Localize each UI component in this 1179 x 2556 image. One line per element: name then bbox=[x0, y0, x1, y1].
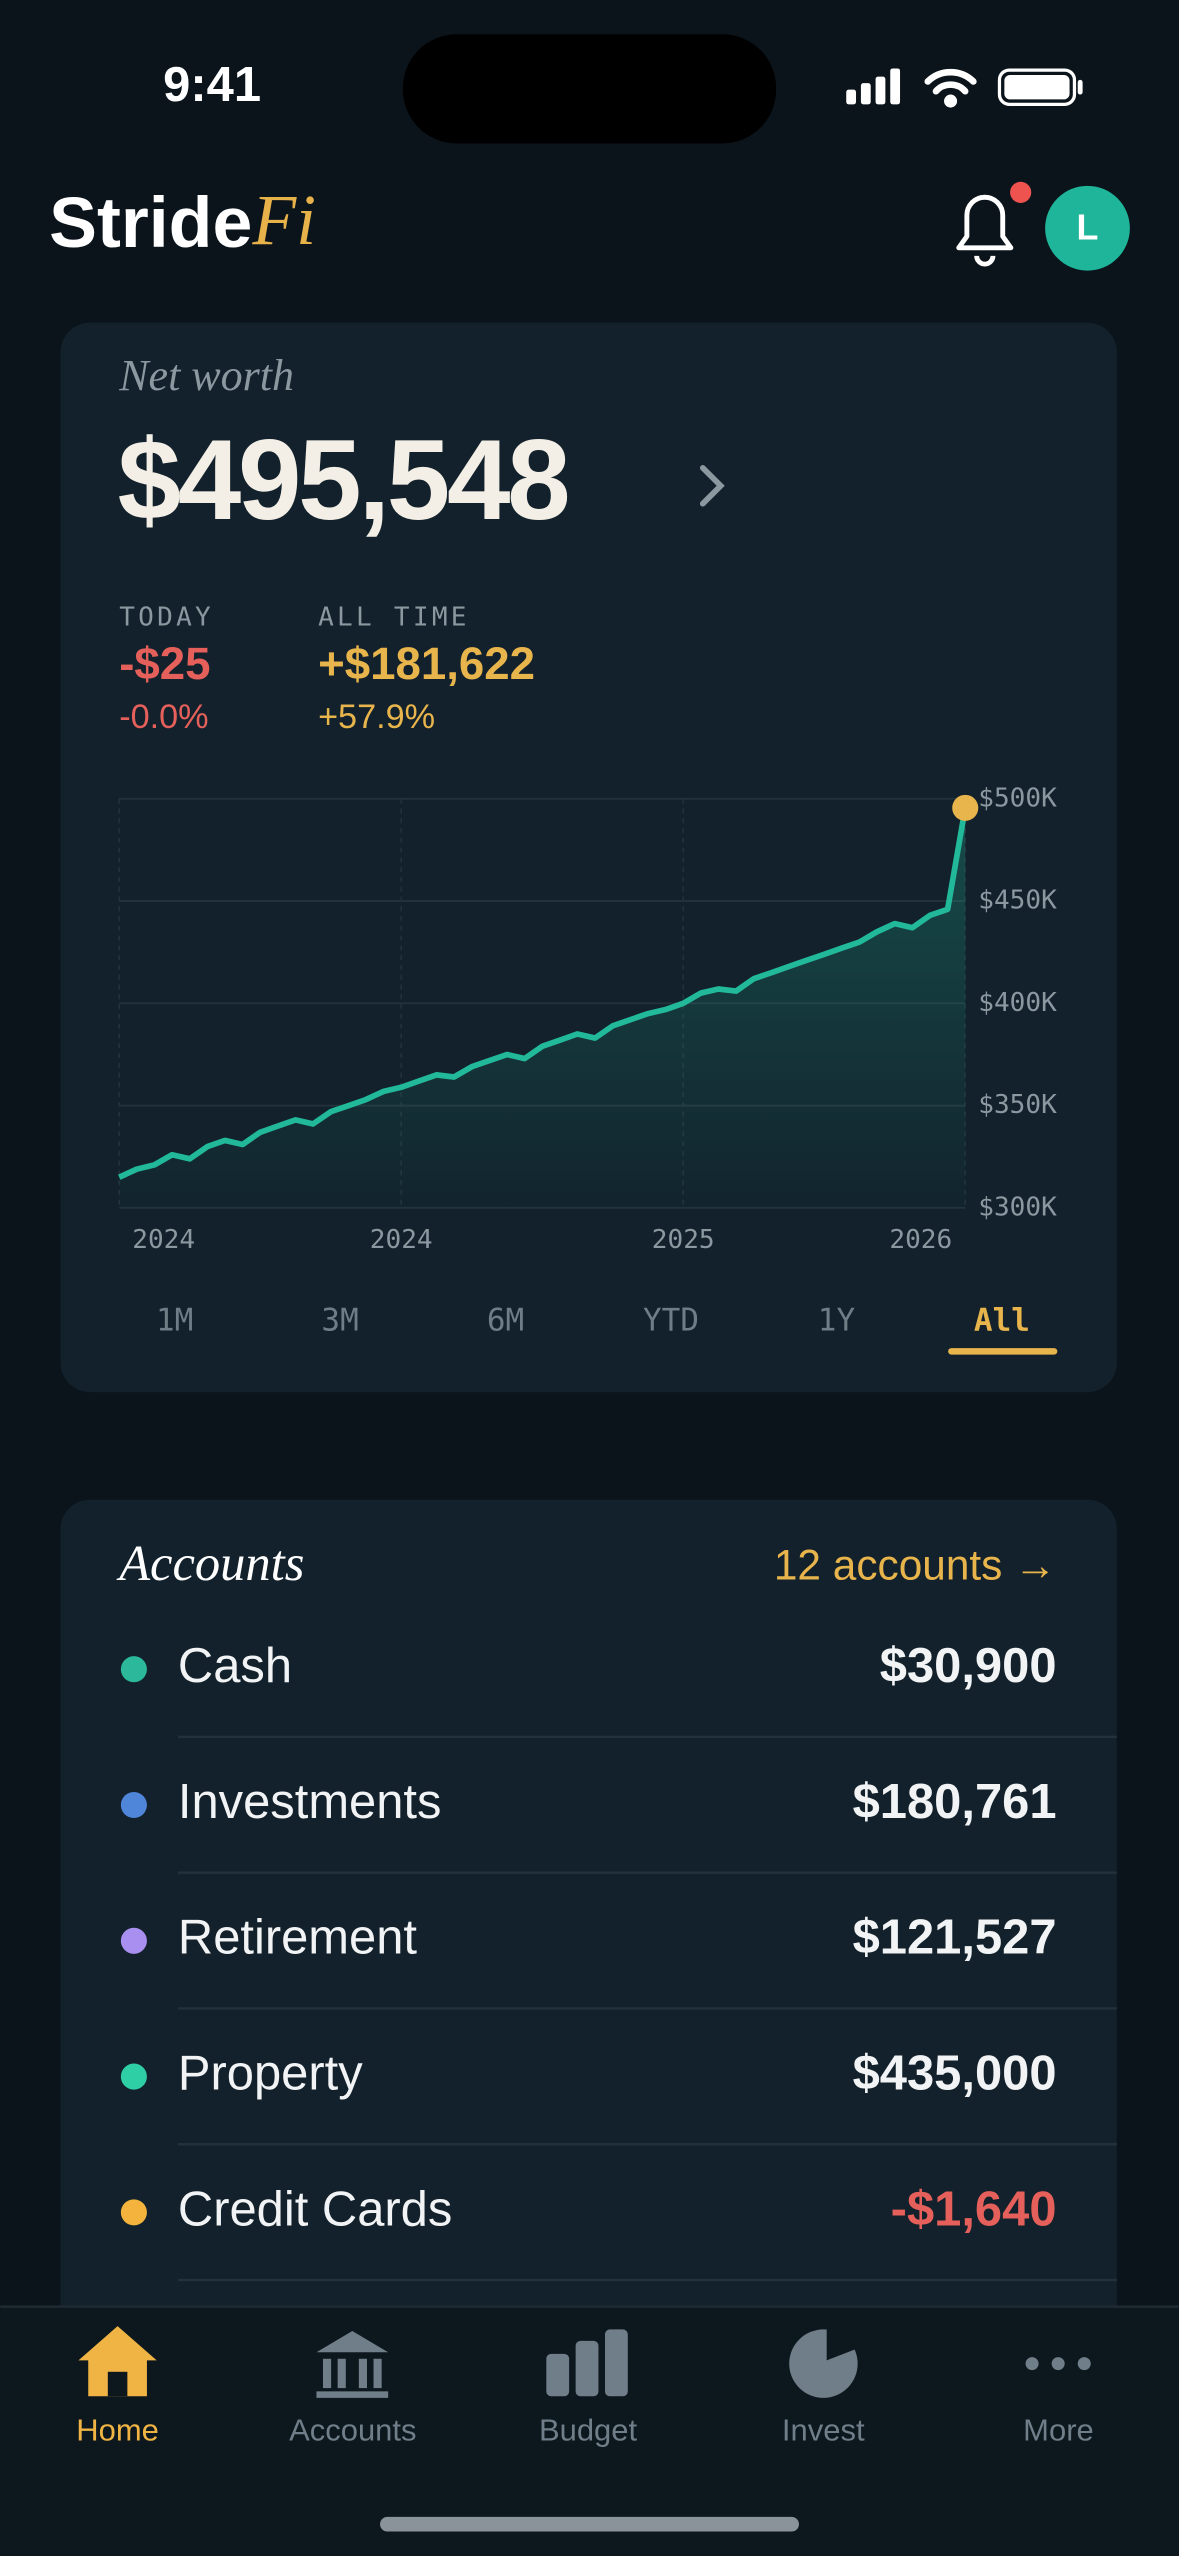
account-name: Retirement bbox=[178, 1911, 418, 1965]
nav-label: Budget bbox=[539, 2412, 638, 2447]
nav-item[interactable]: Budget bbox=[539, 2329, 638, 2447]
x-tick-label: 2026 bbox=[889, 1225, 952, 1255]
account-value: $180,761 bbox=[853, 1775, 1057, 1829]
net-worth-value[interactable]: $495,548 bbox=[118, 417, 571, 544]
account-row[interactable]: Credit Cards -$1,640 bbox=[120, 2182, 1117, 2282]
y-tick-label: $500K bbox=[978, 783, 1057, 813]
accounts-link[interactable]: 12 accounts → bbox=[774, 1541, 1057, 1588]
range-tab[interactable]: 3M bbox=[321, 1303, 358, 1339]
range-tab[interactable]: 1Y bbox=[818, 1303, 856, 1339]
tab-underline bbox=[948, 1348, 1058, 1355]
today-label: TODAY bbox=[119, 602, 214, 632]
account-name: Property bbox=[178, 2047, 363, 2101]
status-time: 9:41 bbox=[163, 58, 261, 112]
all-time-percent: +57.9% bbox=[318, 698, 435, 736]
nav-icon bbox=[1025, 2357, 1091, 2371]
avatar-button[interactable]: L bbox=[1045, 185, 1130, 271]
account-row[interactable]: Property $435,000 bbox=[120, 2047, 1117, 2146]
nav-item[interactable]: More bbox=[1023, 2357, 1094, 2447]
nav-icon bbox=[316, 2331, 389, 2398]
y-tick-label: $300K bbox=[978, 1192, 1057, 1222]
account-value: -$1,640 bbox=[891, 2182, 1057, 2236]
notifications-button[interactable] bbox=[956, 181, 1032, 267]
signal-icon bbox=[846, 68, 901, 105]
account-dot bbox=[120, 1791, 147, 1819]
account-dot bbox=[120, 1656, 147, 1683]
nav-icon bbox=[78, 2326, 157, 2397]
nav-item[interactable]: Home bbox=[76, 2326, 159, 2447]
nav-icon bbox=[789, 2327, 858, 2398]
all-time-label: ALL TIME bbox=[318, 602, 470, 632]
today-amount: -$25 bbox=[119, 638, 210, 689]
y-tick-label: $450K bbox=[978, 886, 1057, 916]
account-value: $121,527 bbox=[853, 1911, 1057, 1965]
brand-accent: Fi bbox=[251, 181, 316, 261]
account-value: $30,900 bbox=[880, 1639, 1057, 1693]
home-indicator bbox=[380, 2516, 799, 2532]
y-tick-label: $400K bbox=[978, 988, 1057, 1018]
brand-name: Stride bbox=[49, 183, 252, 263]
wifi-icon bbox=[924, 69, 977, 108]
x-tick-label: 2024 bbox=[132, 1225, 195, 1255]
y-tick-label: $350K bbox=[978, 1090, 1057, 1120]
chevron[interactable] bbox=[699, 464, 725, 507]
nav-label: More bbox=[1023, 2412, 1094, 2447]
account-list: Cash $30,900 Investments $180,761 Retirement… bbox=[120, 1639, 1117, 2282]
range-tab[interactable]: YTD bbox=[643, 1303, 699, 1339]
line bbox=[118, 807, 969, 1180]
range-tab[interactable]: 6M bbox=[487, 1303, 524, 1339]
account-name: Credit Cards bbox=[178, 2182, 452, 2236]
end-marker bbox=[952, 794, 979, 821]
nav-label: Accounts bbox=[289, 2412, 416, 2447]
x-tick-label: 2024 bbox=[370, 1225, 433, 1255]
accounts-card bbox=[60, 1499, 1117, 2556]
avatar-initial: L bbox=[1077, 207, 1099, 247]
today-percent: -0.0% bbox=[119, 698, 208, 736]
range-tabs: 1M 3M 6M YTD 1Y All bbox=[156, 1303, 1058, 1355]
range-tab[interactable]: All bbox=[974, 1303, 1030, 1339]
all-time-amount: +$181,622 bbox=[318, 638, 535, 689]
nav-icon bbox=[546, 2329, 628, 2397]
net-worth-label: Net worth bbox=[118, 351, 294, 400]
nav-items: Home Accounts Budget Invest More bbox=[76, 2326, 1094, 2448]
chart: $300K $350K $400K $450K $500K 2024 2024 2025 202… bbox=[118, 783, 1057, 1255]
account-dot bbox=[120, 2063, 147, 2090]
account-value: $435,000 bbox=[853, 2047, 1057, 2101]
dynamic-island bbox=[402, 34, 777, 144]
range-tab[interactable]: 1M bbox=[156, 1303, 193, 1339]
account-row[interactable]: Investments $180,761 bbox=[120, 1775, 1117, 1874]
x-tick-label: 2025 bbox=[652, 1225, 715, 1255]
battery-icon bbox=[997, 68, 1083, 106]
account-name: Cash bbox=[178, 1639, 292, 1693]
accounts-title: Accounts bbox=[116, 1535, 304, 1591]
account-dot bbox=[120, 1927, 147, 1954]
account-name: Investments bbox=[178, 1775, 442, 1829]
account-row[interactable]: Retirement $121,527 bbox=[120, 1911, 1117, 2010]
area bbox=[119, 807, 966, 1208]
nav-label: Home bbox=[76, 2412, 159, 2447]
nav-label: Invest bbox=[782, 2412, 865, 2447]
account-row[interactable]: Cash $30,900 bbox=[120, 1639, 1117, 1739]
brand: StrideFi bbox=[49, 181, 316, 264]
nav-item[interactable]: Accounts bbox=[289, 2331, 417, 2447]
account-dot bbox=[120, 2199, 147, 2226]
nav-item[interactable]: Invest bbox=[782, 2327, 865, 2448]
